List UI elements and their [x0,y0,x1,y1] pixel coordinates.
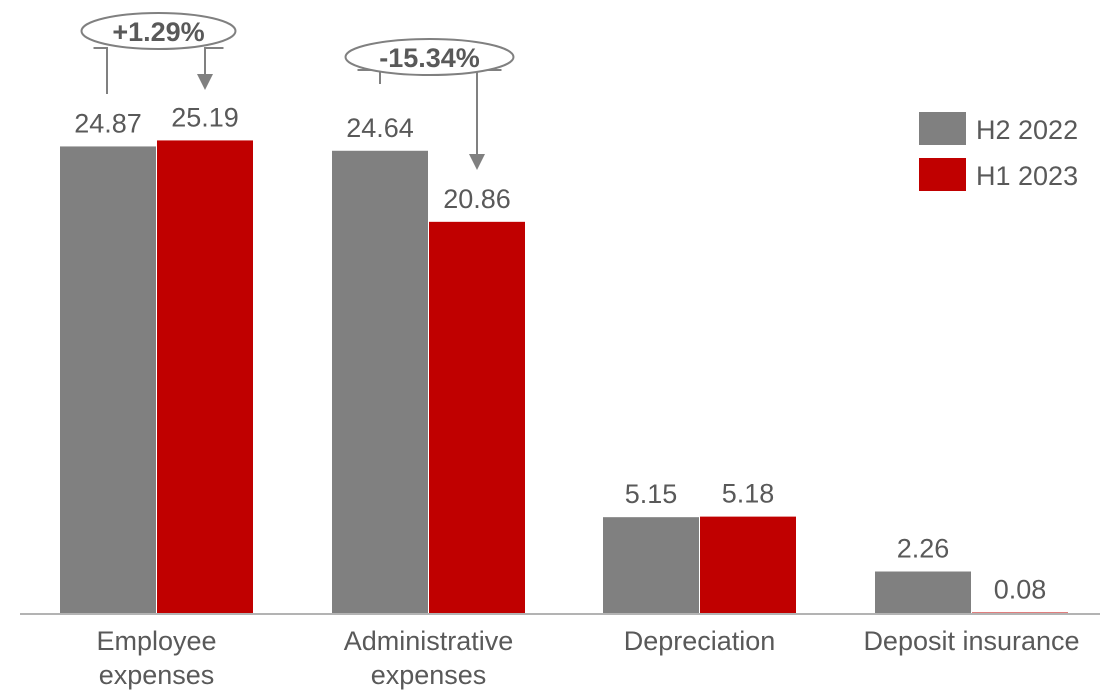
x-tick-labels: Employee expenses Administrative expenses De… [96,626,1079,690]
change-annotation-0: +1.29% [80,12,237,94]
data-label-h2-2022-0: 24.87 [74,108,142,138]
bar-h1-2023-1 [429,221,525,614]
bar-h2-2022-3 [875,571,971,614]
connector-left-1 [357,69,381,84]
arrow-down-icon [197,74,213,90]
data-label-h1-2023-2: 5.18 [722,479,775,509]
x-tick-label-1: Administrative expenses [344,626,514,690]
change-bubble-0 [80,12,237,50]
change-annotation-1: -15.34% [344,38,515,170]
data-label-h2-2022-1: 24.64 [346,113,414,143]
x-tick-label-0: Employee expenses [96,626,216,690]
bars-layer: 24.87 25.19 24.64 20.86 5.15 5.18 2.26 0.08 [60,102,1068,615]
x-tick-label-3: Deposit insurance [863,626,1079,656]
connector-right-1 [476,69,502,156]
legend-label-0: H2 2022 [976,115,1078,145]
data-label-h2-2022-3: 2.26 [897,534,950,564]
connector-right-0 [204,47,224,76]
annotations-layer: +1.29% -15.34% [80,12,515,170]
legend-swatch-1 [919,158,966,191]
data-label-h1-2023-3: 0.08 [994,574,1047,604]
legend-label-1: H1 2023 [976,161,1078,191]
legend: H2 2022 H1 2023 [919,112,1078,191]
data-label-h2-2022-2: 5.15 [625,479,678,509]
bar-h2-2022-2 [603,517,699,614]
change-label-0: +1.29% [112,17,204,47]
data-label-h1-2023-1: 20.86 [443,184,511,214]
data-label-h1-2023-0: 25.19 [171,102,239,132]
change-label-1: -15.34% [379,43,480,73]
x-tick-label-2: Depreciation [624,626,776,656]
bar-h1-2023-0 [157,140,253,615]
legend-swatch-0 [919,112,966,145]
bar-h1-2023-2 [700,516,796,614]
bar-h2-2022-1 [332,150,428,614]
change-bubble-1 [344,38,515,76]
connector-left-0 [93,47,108,94]
arrow-down-icon [469,154,485,170]
bar-h2-2022-0 [60,146,156,614]
